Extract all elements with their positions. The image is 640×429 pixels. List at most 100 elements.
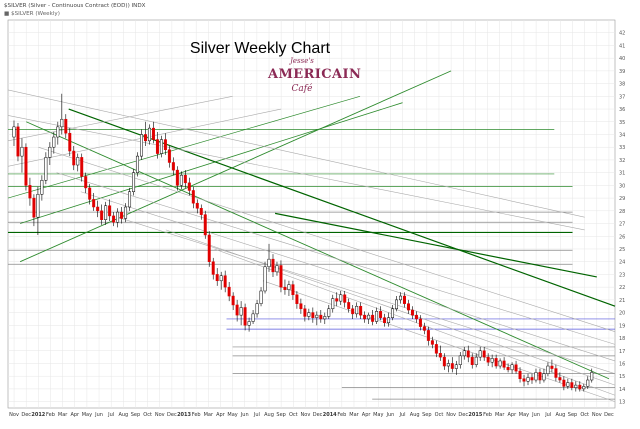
- x-tick-label: Jun: [531, 412, 540, 418]
- x-tick-label: Mar: [58, 412, 68, 418]
- x-tick-label: May: [82, 412, 92, 418]
- y-tick-label: 35: [619, 120, 625, 126]
- y-tick-label: 30: [619, 183, 625, 189]
- x-tick-label: Jul: [544, 412, 551, 418]
- candle-up: [546, 365, 550, 374]
- candle-down: [291, 284, 295, 296]
- candle-up: [275, 265, 279, 273]
- candle-down: [406, 303, 410, 311]
- y-tick-label: 40: [619, 56, 625, 62]
- x-tick-label: Mar: [495, 412, 505, 418]
- candle-down: [84, 176, 88, 189]
- x-tick-label: 2013: [177, 412, 191, 418]
- candle-up: [247, 321, 251, 326]
- candle-down: [303, 308, 307, 317]
- y-tick-label: 23: [619, 272, 625, 278]
- candle-down: [195, 202, 199, 209]
- y-tick-label: 34: [619, 132, 625, 138]
- x-tick-label: Aug: [118, 412, 128, 418]
- candle-up: [387, 317, 391, 324]
- candle-up: [287, 284, 291, 290]
- candle-up: [490, 358, 494, 363]
- x-tick-label: Apr: [362, 412, 372, 418]
- candle-down: [68, 132, 72, 152]
- candle-up: [375, 311, 379, 322]
- x-tick-label: Oct: [435, 412, 444, 418]
- candle-up: [104, 205, 108, 220]
- candle-down: [558, 377, 562, 381]
- logo-line-2: AMERICAIN: [268, 67, 362, 82]
- candle-up: [48, 146, 52, 158]
- candle-down: [88, 187, 92, 200]
- x-tick-label: Apr: [70, 412, 80, 418]
- trend-line: [7, 115, 585, 231]
- candle-down: [434, 344, 438, 354]
- y-tick-label: 42: [619, 31, 625, 37]
- candle-down: [466, 350, 470, 358]
- candle-down: [211, 261, 215, 275]
- candle-down: [502, 360, 506, 368]
- y-tick-label: 17: [619, 349, 625, 355]
- y-tick-label: 14: [619, 387, 625, 393]
- candle-down: [359, 305, 363, 316]
- candle-down: [383, 317, 387, 324]
- x-tick-label: May: [227, 412, 237, 418]
- x-tick-label: Nov: [592, 412, 602, 418]
- candle-up: [534, 372, 538, 381]
- candle-up: [132, 172, 136, 192]
- x-tick-label: Feb: [192, 412, 201, 418]
- candle-down: [191, 190, 195, 204]
- trend-line: [20, 102, 403, 224]
- candle-down: [335, 298, 339, 302]
- candle-down: [426, 330, 430, 341]
- candle-down: [92, 199, 96, 208]
- y-tick-label: 32: [619, 158, 625, 164]
- candle-down: [363, 314, 367, 320]
- candle-down: [199, 208, 203, 215]
- candle-up: [590, 372, 594, 381]
- candle-down: [343, 294, 347, 303]
- trend-line: [80, 191, 616, 362]
- y-tick-label: 15: [619, 374, 625, 380]
- candle-up: [219, 275, 223, 282]
- x-tick-label: Dec: [21, 412, 31, 418]
- candle-down: [486, 356, 490, 363]
- candle-down: [120, 211, 124, 219]
- candle-down: [151, 127, 155, 140]
- x-tick-label: 2014: [323, 412, 337, 418]
- candle-down: [295, 294, 299, 304]
- candle-up: [52, 136, 56, 148]
- x-tick-label: 2012: [31, 412, 45, 418]
- candle-down: [470, 356, 474, 365]
- logo-line-3: Café: [291, 84, 313, 94]
- y-tick-label: 19: [619, 323, 625, 329]
- candle-down: [538, 372, 542, 381]
- x-tick-label: Dec: [313, 412, 323, 418]
- y-tick-label: 38: [619, 82, 625, 88]
- candle-up: [542, 373, 546, 381]
- trend-line: [7, 96, 233, 142]
- candle-up: [399, 295, 402, 301]
- candle-down: [550, 365, 554, 369]
- candle-down: [72, 150, 76, 166]
- candle-up: [498, 360, 502, 367]
- x-tick-label: May: [519, 412, 529, 418]
- candle-up: [267, 258, 271, 268]
- candle-up: [239, 307, 243, 316]
- candle-down: [231, 295, 235, 306]
- x-tick-label: Sep: [276, 412, 285, 418]
- x-tick-label: Dec: [167, 412, 177, 418]
- candle-up: [116, 211, 120, 223]
- cafe-logo: Jesse's AMERICAIN Café: [268, 57, 362, 103]
- candle-down: [175, 169, 179, 186]
- candle-down: [311, 312, 315, 318]
- candle-up: [307, 312, 311, 317]
- candle-down: [207, 234, 211, 262]
- candle-up: [56, 126, 60, 138]
- candle-down: [418, 318, 422, 327]
- x-tick-label: Jul: [253, 412, 260, 418]
- candle-down: [554, 368, 558, 378]
- candle-up: [395, 299, 399, 310]
- candle-up: [478, 350, 482, 358]
